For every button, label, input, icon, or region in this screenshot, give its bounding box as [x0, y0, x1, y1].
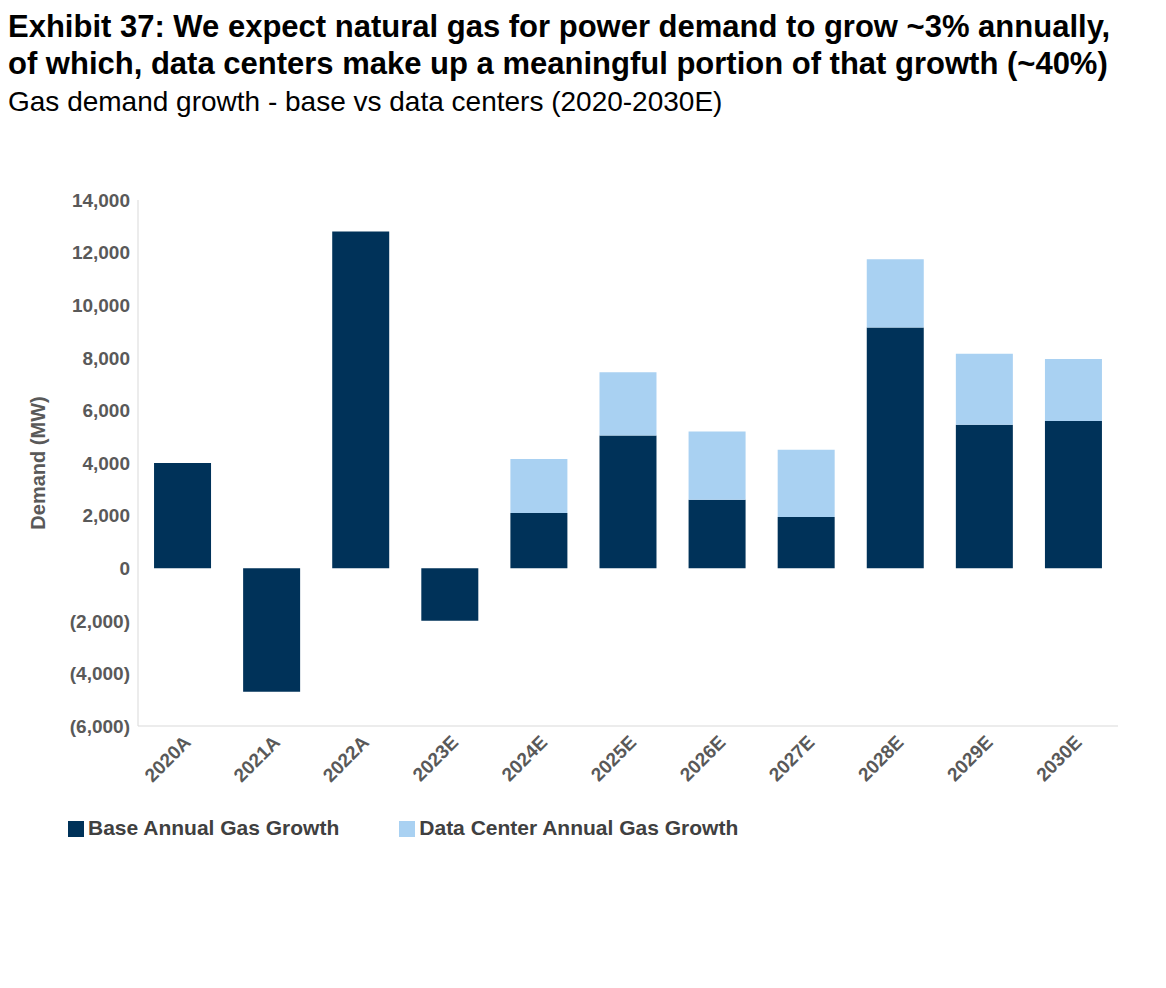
html-text:Exhibit 37: We expect natural: Exhibit 37: We expect natural gas for po…: [8, 9, 1111, 81]
svg-text:2024E: 2024E: [498, 732, 552, 786]
svg-text:Demand (MW): Demand (MW): [27, 396, 49, 529]
svg-text:(2,000): (2,000): [70, 611, 130, 632]
html-text:Data Center Annual Gas Growth: Data Center Annual Gas Growth: [419, 816, 739, 839]
svg-text:2027E: 2027E: [765, 732, 819, 786]
svg-text:(4,000): (4,000): [70, 663, 130, 684]
svg-text:2021A: 2021A: [230, 731, 285, 786]
svg-text:6,000: 6,000: [82, 400, 130, 421]
html-text:Gas demand growth - base vs da: Gas demand growth - base vs data centers…: [8, 86, 723, 117]
svg-text:14,000: 14,000: [72, 190, 130, 211]
svg-text:12,000: 12,000: [72, 242, 130, 263]
svg-text:2030E: 2030E: [1032, 732, 1086, 786]
svg-text:8,000: 8,000: [82, 348, 130, 369]
svg-text:0: 0: [119, 558, 130, 579]
svg-text:4,000: 4,000: [82, 453, 130, 474]
svg-text:2029E: 2029E: [943, 732, 997, 786]
svg-text:2022A: 2022A: [319, 731, 374, 786]
svg-text:2025E: 2025E: [587, 732, 641, 786]
svg-text:10,000: 10,000: [72, 295, 130, 316]
svg-text:(6,000): (6,000): [70, 716, 130, 737]
svg-text:2020A: 2020A: [140, 731, 195, 786]
html-text:Base Annual Gas Growth: Base Annual Gas Growth: [88, 816, 340, 839]
svg-text:2028E: 2028E: [854, 732, 908, 786]
svg-text:2,000: 2,000: [82, 505, 130, 526]
svg-text:2026E: 2026E: [676, 732, 730, 786]
svg-text:2023E: 2023E: [408, 732, 462, 786]
